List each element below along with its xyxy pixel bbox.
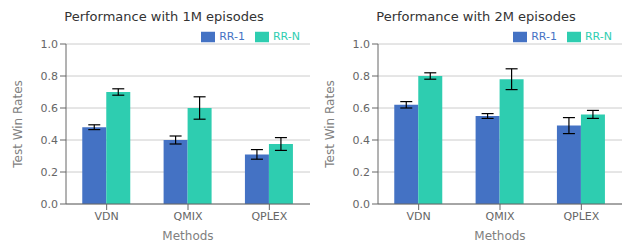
- svg-text:1.0: 1.0: [41, 38, 59, 51]
- svg-text:QMIX: QMIX: [174, 210, 203, 223]
- svg-text:0.6: 0.6: [41, 102, 59, 115]
- svg-text:0.8: 0.8: [41, 70, 59, 83]
- svg-text:VDN: VDN: [95, 210, 119, 223]
- svg-text:QMIX: QMIX: [486, 210, 515, 223]
- svg-text:QPLEX: QPLEX: [251, 210, 287, 223]
- svg-text:0.6: 0.6: [353, 102, 371, 115]
- svg-text:VDN: VDN: [407, 210, 431, 223]
- svg-text:Methods: Methods: [162, 229, 213, 240]
- svg-text:Test Win Rates: Test Win Rates: [11, 80, 25, 169]
- html-text:RR-N: RR-N: [585, 30, 612, 43]
- svg-text:0.8: 0.8: [353, 70, 371, 83]
- svg-text:0.0: 0.0: [353, 198, 371, 211]
- svg-text:0.2: 0.2: [41, 166, 59, 179]
- html-text:RR-1: RR-1: [531, 30, 557, 43]
- svg-text:0.0: 0.0: [41, 198, 59, 211]
- svg-text:0.2: 0.2: [353, 166, 371, 179]
- html-text:RR-1: RR-1: [219, 30, 245, 43]
- svg-text:1.0: 1.0: [353, 38, 371, 51]
- svg-text:0.4: 0.4: [41, 134, 59, 147]
- svg-text:Test Win Rates: Test Win Rates: [323, 80, 337, 169]
- svg-text:0.4: 0.4: [353, 134, 371, 147]
- html-text:RR-N: RR-N: [273, 30, 300, 43]
- svg-text:Methods: Methods: [474, 229, 525, 240]
- svg-text:QPLEX: QPLEX: [563, 210, 599, 223]
- html-text:Performance with 2M episodes: Performance with 2M episodes: [376, 9, 576, 24]
- html-text:Performance with 1M episodes: Performance with 1M episodes: [64, 9, 264, 24]
